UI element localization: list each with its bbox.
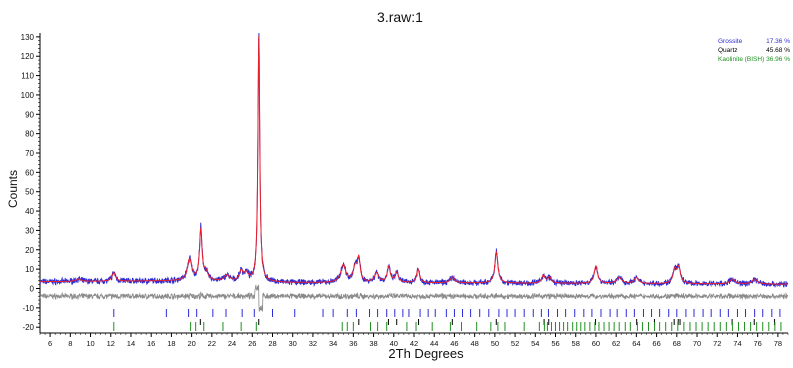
legend-value: 45.68 % <box>766 47 790 54</box>
axes <box>39 33 788 334</box>
y-tick-label: 100 <box>21 91 35 100</box>
x-tick-label: 52 <box>511 339 519 348</box>
x-tick-label: 22 <box>208 339 216 348</box>
y-tick-label: 40 <box>25 207 34 216</box>
y-ticks: -20 -10 0 10 20 30 40 50 60 70 80 90 100 110 120 130 <box>21 33 40 332</box>
x-tick-label: 44 <box>430 339 438 348</box>
y-tick-label: 30 <box>25 226 34 235</box>
y-tick-label: 110 <box>21 72 34 81</box>
hkl-marker-rows <box>113 309 782 331</box>
y-tick-label: 90 <box>25 110 34 119</box>
y-tick-label: 120 <box>21 52 35 61</box>
x-tick-label: 78 <box>774 339 782 348</box>
legend: Grossite 17.36 % Quartz 45.68 %Kaolinite (B… <box>718 38 790 63</box>
x-tick-label: 26 <box>248 339 256 348</box>
x-tick-label: 54 <box>531 339 539 348</box>
y-tick-label: -10 <box>22 304 34 313</box>
x-tick-label: 48 <box>470 339 478 348</box>
x-tick-label: 18 <box>167 339 175 348</box>
y-tick-label: -20 <box>22 323 34 332</box>
x-tick-label: 70 <box>693 339 701 348</box>
y-tick-label: 60 <box>25 168 34 177</box>
x-tick-label: 24 <box>228 339 236 348</box>
x-ticks: 6 8 10 12 14 16 18 20 22 24 26 28 30 32 34 36 38 40 42 44 46… <box>39 333 789 348</box>
y-tick-label: 10 <box>25 265 34 274</box>
y-tick-label: 20 <box>25 246 34 255</box>
legend-value: 17.36 % <box>766 38 790 45</box>
chart-title: 3.raw:1 <box>377 9 423 25</box>
x-tick-label: 64 <box>632 339 640 348</box>
x-tick-label: 20 <box>187 339 195 348</box>
legend-name: Quartz <box>718 47 738 54</box>
calculated-curve <box>40 35 788 285</box>
x-tick-label: 76 <box>754 339 762 348</box>
x-tick-label: 32 <box>309 339 317 348</box>
pattern-traces <box>39 32 789 312</box>
legend-value: 36.96 % <box>766 56 790 63</box>
x-tick-label: 10 <box>86 339 94 348</box>
x-tick-label: 42 <box>410 339 418 348</box>
x-tick-label: 58 <box>572 339 580 348</box>
x-tick-label: 38 <box>369 339 377 348</box>
x-tick-label: 40 <box>390 339 398 348</box>
x-tick-label: 14 <box>127 339 135 348</box>
legend-name: Kaolinite (BISH) <box>718 56 764 63</box>
y-tick-label: 0 <box>30 284 35 293</box>
x-tick-label: 74 <box>733 339 741 348</box>
x-axis-label: 2Th Degrees <box>388 346 464 361</box>
legend-name: Grossite <box>718 38 743 45</box>
x-tick-label: 6 <box>48 339 52 348</box>
x-tick-label: 16 <box>147 339 155 348</box>
x-tick-label: 28 <box>268 339 276 348</box>
x-tick-label: 68 <box>673 339 681 348</box>
y-tick-label: 50 <box>25 188 34 197</box>
y-tick-label: 70 <box>25 149 34 158</box>
x-tick-label: 50 <box>491 339 499 348</box>
x-tick-label: 60 <box>592 339 600 348</box>
x-tick-label: 72 <box>713 339 721 348</box>
x-tick-label: 56 <box>551 339 559 348</box>
y-tick-label: 80 <box>25 130 34 139</box>
x-tick-label: 62 <box>612 339 620 348</box>
y-tick-label: 130 <box>21 33 35 42</box>
y-axis-label: Counts <box>6 170 20 208</box>
x-tick-label: 12 <box>107 339 115 348</box>
observed-curve <box>39 32 789 288</box>
x-tick-label: 30 <box>289 339 297 348</box>
x-tick-label: 46 <box>450 339 458 348</box>
x-tick-label: 36 <box>349 339 357 348</box>
x-tick-label: 8 <box>68 339 72 348</box>
difference-curve <box>39 284 789 312</box>
x-tick-label: 34 <box>329 339 337 348</box>
x-tick-label: 66 <box>652 339 660 348</box>
